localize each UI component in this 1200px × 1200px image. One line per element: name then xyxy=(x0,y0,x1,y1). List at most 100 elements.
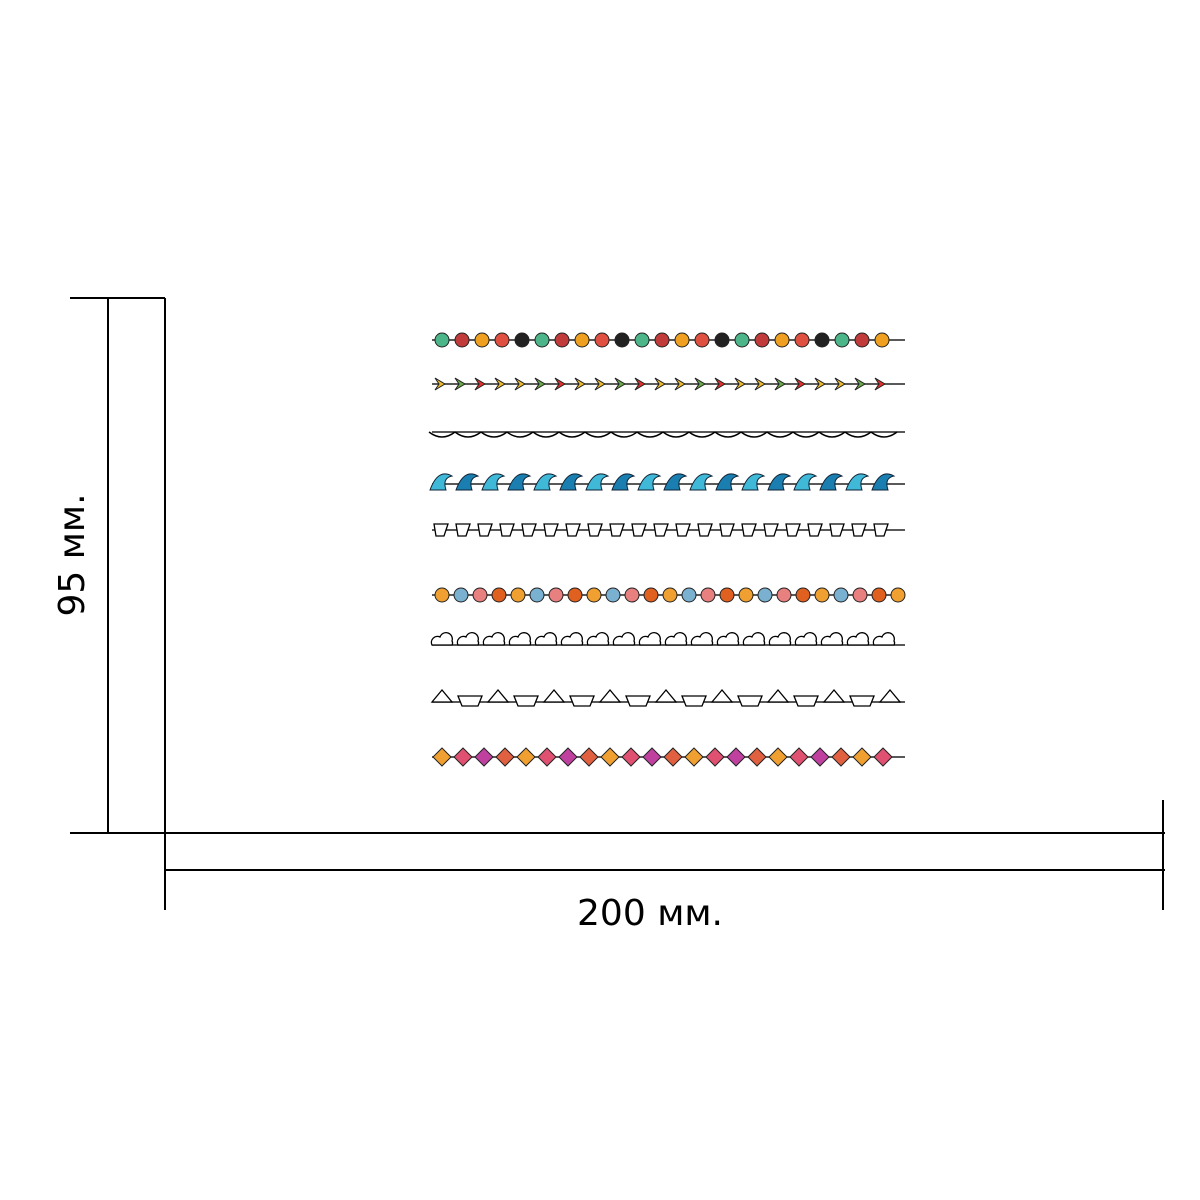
motif xyxy=(456,632,480,646)
motif xyxy=(569,695,595,707)
motif xyxy=(609,523,625,537)
motif xyxy=(664,632,688,646)
motif xyxy=(434,377,446,391)
motif xyxy=(694,377,706,391)
motif xyxy=(543,523,559,537)
motif xyxy=(726,747,746,767)
motif xyxy=(534,332,550,348)
height-label: 95 мм. xyxy=(52,493,93,616)
motif xyxy=(533,473,558,491)
motif xyxy=(532,431,560,438)
motif xyxy=(852,587,868,603)
motif xyxy=(688,431,716,438)
motif xyxy=(871,473,896,491)
motif xyxy=(674,332,690,348)
dimension-lines xyxy=(70,297,1165,910)
motif xyxy=(514,332,530,348)
motif xyxy=(636,431,664,438)
motif xyxy=(521,523,537,537)
motif xyxy=(499,523,515,537)
motif xyxy=(430,632,454,646)
motif xyxy=(654,377,666,391)
motif xyxy=(455,523,471,537)
motif xyxy=(579,747,599,767)
motif xyxy=(663,473,688,491)
motif xyxy=(795,587,811,603)
motif xyxy=(794,332,810,348)
motif xyxy=(454,431,482,438)
motif xyxy=(849,695,875,707)
motif xyxy=(542,688,566,703)
motif xyxy=(455,473,480,491)
motif xyxy=(454,377,466,391)
motif xyxy=(565,523,581,537)
motif xyxy=(820,632,844,646)
motif xyxy=(789,747,809,767)
motif xyxy=(614,377,626,391)
motif xyxy=(534,377,546,391)
motif xyxy=(694,332,710,348)
motif xyxy=(516,747,536,767)
motif xyxy=(654,688,678,703)
motif xyxy=(776,587,792,603)
motif xyxy=(845,473,870,491)
motif xyxy=(429,473,454,491)
motif xyxy=(600,747,620,767)
motif xyxy=(594,377,606,391)
motif xyxy=(874,332,890,348)
motif xyxy=(705,747,725,767)
motif xyxy=(742,632,766,646)
motif xyxy=(681,587,697,603)
motif xyxy=(767,473,792,491)
motif xyxy=(510,587,526,603)
motif xyxy=(792,431,820,438)
motif xyxy=(873,747,893,767)
motif xyxy=(738,587,754,603)
motif xyxy=(768,747,788,767)
motif xyxy=(621,747,641,767)
motif xyxy=(612,632,636,646)
motif xyxy=(638,632,662,646)
motif xyxy=(480,431,508,438)
motif xyxy=(834,377,846,391)
motif xyxy=(585,473,610,491)
motif xyxy=(574,332,590,348)
motif xyxy=(587,523,603,537)
motif xyxy=(714,431,742,438)
motif xyxy=(814,587,830,603)
motif xyxy=(810,747,830,767)
motif xyxy=(559,473,584,491)
decorative-borders xyxy=(428,332,906,767)
motif xyxy=(663,747,683,767)
motif xyxy=(734,377,746,391)
motif xyxy=(870,431,898,438)
motif xyxy=(754,332,770,348)
motif xyxy=(715,473,740,491)
motif xyxy=(829,523,845,537)
motif xyxy=(574,377,586,391)
motif xyxy=(634,332,650,348)
motif xyxy=(734,332,750,348)
motif xyxy=(567,587,583,603)
motif xyxy=(716,632,740,646)
width-label: 200 мм. xyxy=(577,893,723,934)
motif xyxy=(873,523,889,537)
motif xyxy=(852,747,872,767)
motif xyxy=(740,431,768,438)
motif xyxy=(719,523,735,537)
motif xyxy=(834,332,850,348)
motif xyxy=(747,747,767,767)
motif xyxy=(681,695,707,707)
motif xyxy=(714,377,726,391)
motif xyxy=(634,377,646,391)
motif xyxy=(605,587,621,603)
motif xyxy=(854,332,870,348)
motif xyxy=(700,587,716,603)
motif xyxy=(890,587,906,603)
motif xyxy=(611,473,636,491)
motif xyxy=(514,377,526,391)
motif xyxy=(624,587,640,603)
motif xyxy=(491,587,507,603)
motif xyxy=(819,473,844,491)
